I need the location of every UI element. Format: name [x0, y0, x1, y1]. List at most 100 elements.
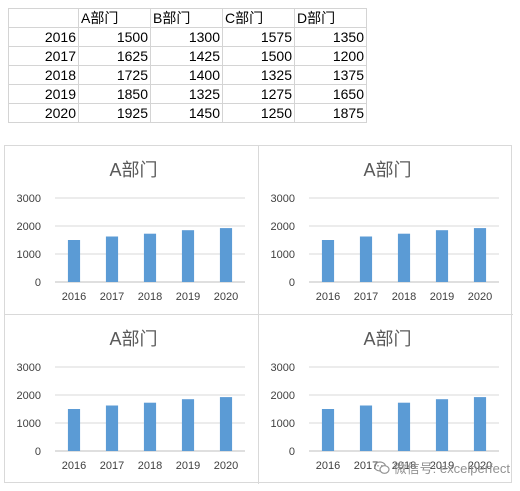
- value-cell[interactable]: 1500: [78, 27, 151, 47]
- bar-2017[interactable]: [359, 236, 373, 283]
- x-tick-label: 2020: [468, 291, 492, 303]
- column-header[interactable]: B部门: [150, 8, 223, 28]
- column-header[interactable]: A部门: [78, 8, 151, 28]
- value-cell[interactable]: 1400: [150, 65, 223, 85]
- chart-panel-3[interactable]: A部门 0 1000 2000 3000 2016 2017 2018 2019 2020: [5, 315, 259, 484]
- y-tick-label: 2000: [271, 390, 295, 402]
- bar-2020[interactable]: [219, 228, 233, 282]
- bar-2017[interactable]: [105, 236, 119, 283]
- value-cell[interactable]: 1875: [294, 103, 367, 123]
- y-tick-label: 0: [289, 277, 295, 289]
- y-tick-label: 0: [35, 446, 41, 458]
- x-tick-label: 2016: [316, 291, 340, 303]
- year-cell[interactable]: 2017: [8, 46, 79, 66]
- x-tick-label: 2020: [214, 460, 238, 472]
- table-row: 2017 1625 1425 1500 1200: [8, 46, 367, 66]
- x-tick-label: 2020: [468, 460, 492, 472]
- value-cell[interactable]: 1275: [222, 84, 295, 104]
- value-cell[interactable]: 1300: [150, 27, 223, 47]
- x-tick-label: 2020: [214, 291, 238, 303]
- chart-title: A部门: [109, 160, 157, 180]
- watermark: 微信号: excelperfect: [373, 458, 510, 477]
- value-cell[interactable]: 1375: [294, 65, 367, 85]
- column-header[interactable]: D部门: [294, 8, 367, 28]
- year-cell[interactable]: 2016: [8, 27, 79, 47]
- chart-title: A部门: [363, 160, 411, 180]
- x-tick-label: 2016: [62, 460, 86, 472]
- chart-panel-1[interactable]: A部门 0 1000 2000 3000 2016 2017 2018 2019 2020: [5, 146, 259, 315]
- bar-2020[interactable]: [473, 228, 487, 282]
- y-tick-label: 2000: [17, 221, 41, 233]
- bar-2019[interactable]: [435, 230, 449, 282]
- chart-title: A部门: [363, 329, 411, 349]
- value-cell[interactable]: 1325: [150, 84, 223, 104]
- y-tick-label: 1000: [271, 418, 295, 430]
- value-cell[interactable]: 1575: [222, 27, 295, 47]
- y-tick-label: 1000: [271, 249, 295, 261]
- bar-2019[interactable]: [181, 230, 195, 282]
- bar-chart-4: A部门 0 1000 2000 3000 2016 2017 2018 2019 2020: [271, 329, 499, 472]
- year-cell[interactable]: 2020: [8, 103, 79, 123]
- chart-grid: A部门 0 1000 2000 3000 2016 2017 2018 2019 2020 A部门…: [4, 145, 513, 484]
- value-cell[interactable]: 1450: [150, 103, 223, 123]
- table-row: 2018 1725 1400 1325 1375: [8, 65, 367, 85]
- value-cell[interactable]: 1850: [78, 84, 151, 104]
- y-tick-label: 2000: [271, 221, 295, 233]
- x-tick-label: 2019: [176, 460, 200, 472]
- value-cell[interactable]: 1250: [222, 103, 295, 123]
- y-tick-label: 3000: [271, 362, 295, 374]
- chart-panel-2[interactable]: A部门 0 1000 2000 3000 2016 2017 2018 2019 2020: [259, 146, 513, 315]
- y-tick-label: 1000: [17, 418, 41, 430]
- bar-2017[interactable]: [105, 405, 119, 452]
- header-corner-cell[interactable]: [8, 8, 79, 28]
- bar-2018[interactable]: [397, 233, 411, 282]
- y-tick-label: 3000: [17, 193, 41, 205]
- year-cell[interactable]: 2019: [8, 84, 79, 104]
- value-cell[interactable]: 1425: [150, 46, 223, 66]
- y-tick-label: 2000: [17, 390, 41, 402]
- bar-2016[interactable]: [67, 240, 81, 282]
- bar-chart-2: A部门 0 1000 2000 3000 2016 2017 2018 2019 2020: [271, 160, 499, 303]
- bar-2019[interactable]: [435, 399, 449, 451]
- table-row: 2019 1850 1325 1275 1650: [8, 84, 367, 104]
- value-cell[interactable]: 1725: [78, 65, 151, 85]
- x-tick-label: 2018: [392, 291, 416, 303]
- bar-2019[interactable]: [181, 399, 195, 451]
- value-cell[interactable]: 1925: [78, 103, 151, 123]
- bar-2020[interactable]: [219, 397, 233, 451]
- bar-2018[interactable]: [397, 402, 411, 451]
- bar-chart-3: A部门 0 1000 2000 3000 2016 2017 2018 2019 2020: [17, 329, 245, 472]
- table-header-row: A部门 B部门 C部门 D部门: [8, 8, 367, 28]
- bar-2018[interactable]: [143, 233, 157, 282]
- value-cell[interactable]: 1325: [222, 65, 295, 85]
- bar-2018[interactable]: [143, 402, 157, 451]
- x-tick-label: 2017: [354, 460, 378, 472]
- x-tick-label: 2018: [138, 291, 162, 303]
- table-row: 2016 1500 1300 1575 1350: [8, 27, 367, 47]
- bar-2016[interactable]: [67, 409, 81, 451]
- x-tick-label: 2016: [316, 460, 340, 472]
- bar-2017[interactable]: [359, 405, 373, 452]
- year-cell[interactable]: 2018: [8, 65, 79, 85]
- value-cell[interactable]: 1625: [78, 46, 151, 66]
- x-tick-label: 2017: [100, 460, 124, 472]
- data-table: A部门 B部门 C部门 D部门 2016 1500 1300 1575 1350 2017 1625…: [8, 8, 367, 123]
- bar-2020[interactable]: [473, 397, 487, 451]
- x-tick-label: 2018: [392, 460, 416, 472]
- chart-panel-4[interactable]: A部门 0 1000 2000 3000 2016 2017 2018 2019 2020: [259, 315, 513, 484]
- value-cell[interactable]: 1650: [294, 84, 367, 104]
- chart-title: A部门: [109, 329, 157, 349]
- bar-2016[interactable]: [321, 240, 335, 282]
- x-tick-label: 2017: [100, 291, 124, 303]
- value-cell[interactable]: 1500: [222, 46, 295, 66]
- value-cell[interactable]: 1350: [294, 27, 367, 47]
- value-cell[interactable]: 1200: [294, 46, 367, 66]
- x-tick-label: 2016: [62, 291, 86, 303]
- y-tick-label: 0: [289, 446, 295, 458]
- bar-chart-1: A部门 0 1000 2000 3000 2016 2017 2018 2019 2020: [17, 160, 245, 303]
- x-tick-label: 2019: [176, 291, 200, 303]
- y-tick-label: 3000: [271, 193, 295, 205]
- bar-2016[interactable]: [321, 409, 335, 451]
- watermark-text: 微信号: excelperfect: [393, 461, 510, 476]
- column-header[interactable]: C部门: [222, 8, 295, 28]
